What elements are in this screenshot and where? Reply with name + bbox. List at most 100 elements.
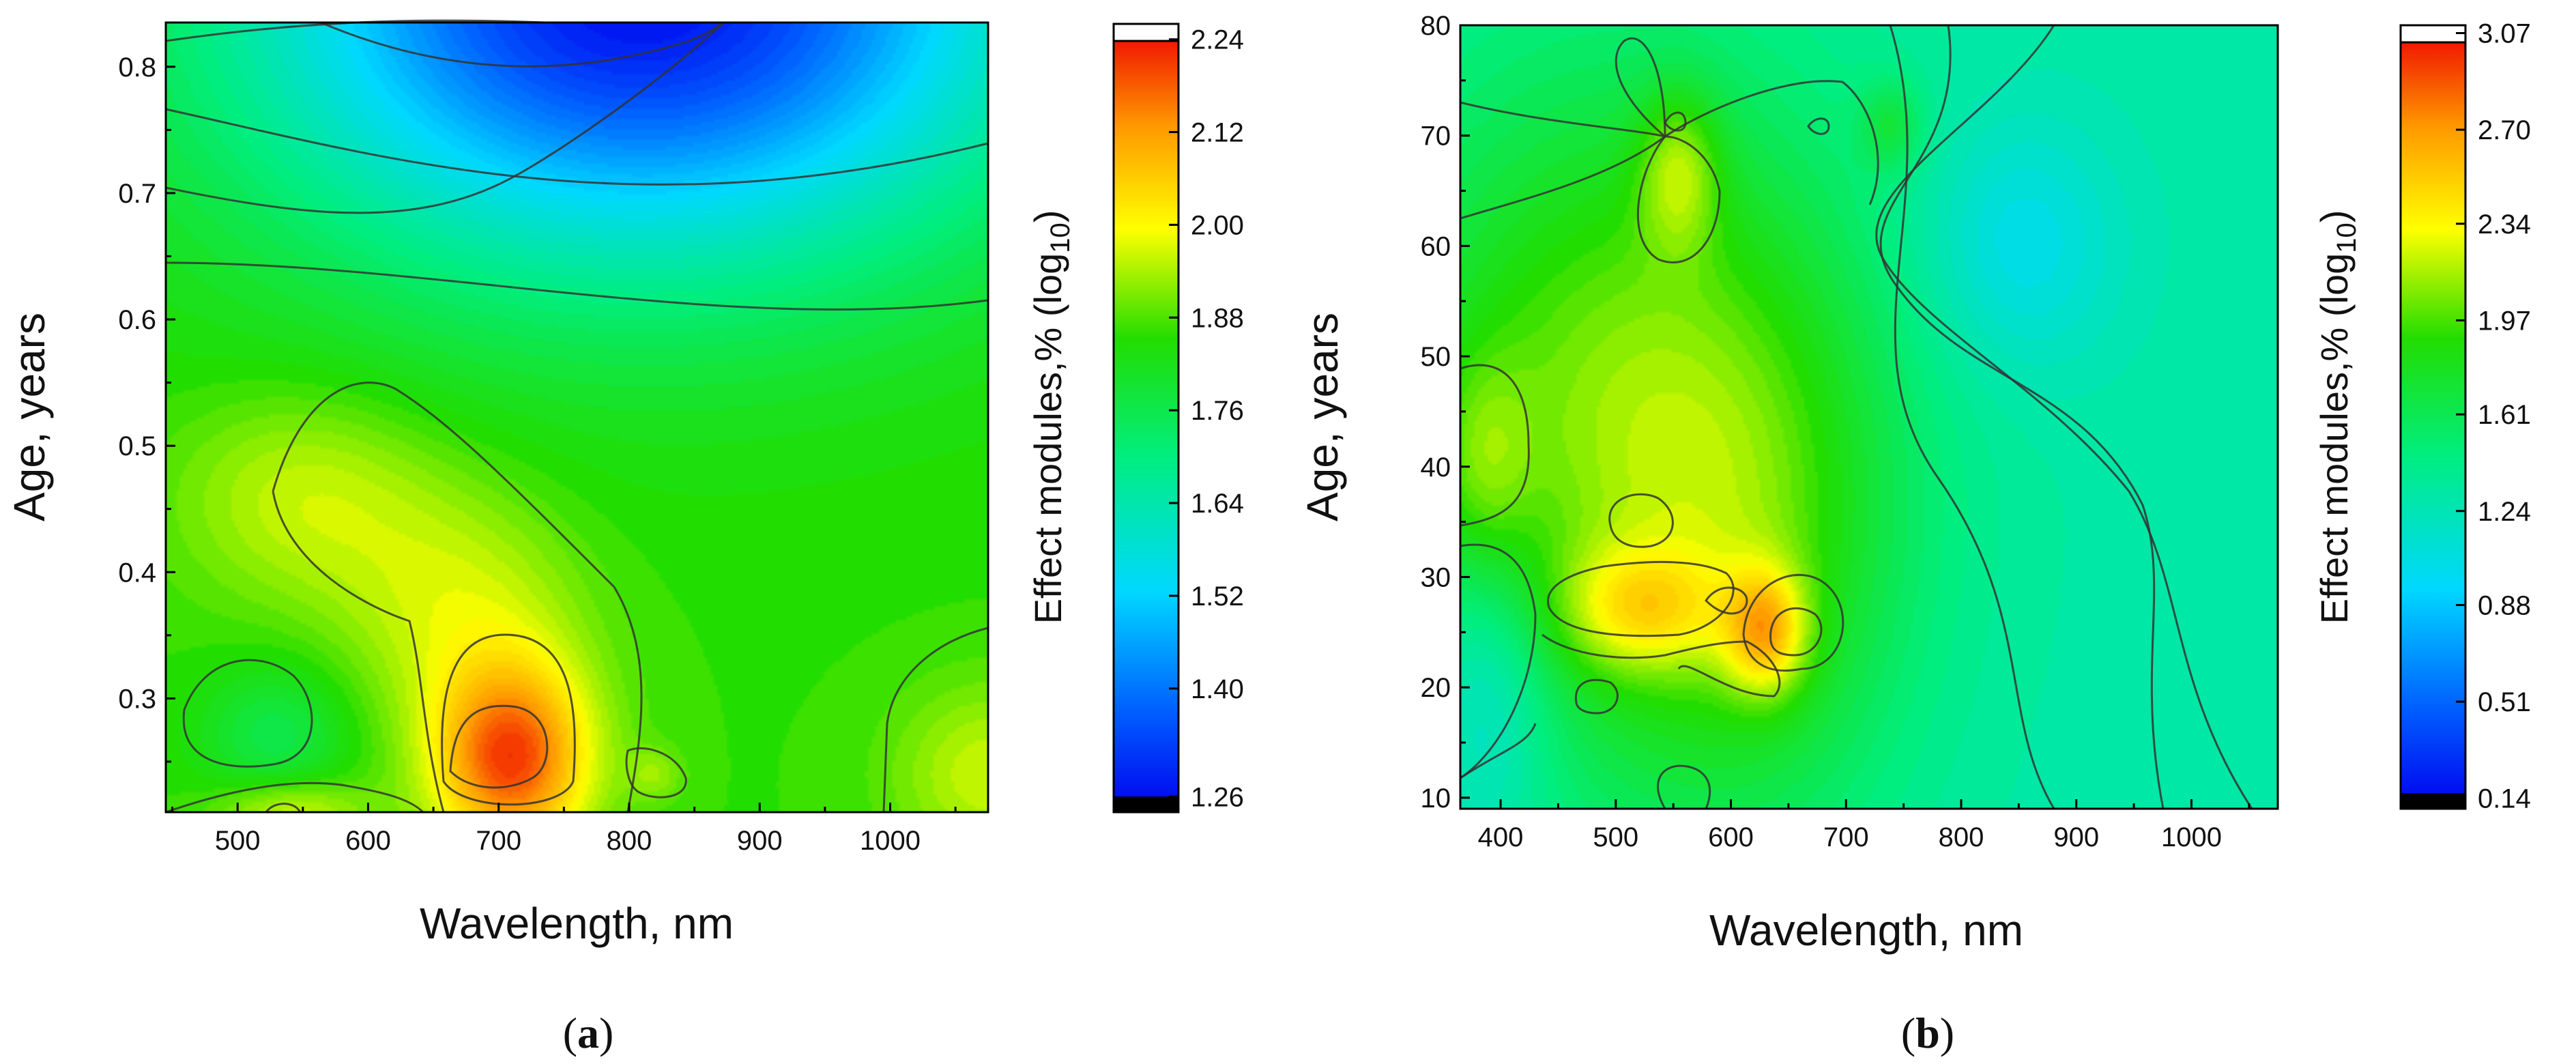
colorbar-tick-label: 3.07 — [2478, 18, 2531, 48]
heatmap-b — [1460, 25, 2278, 809]
colorbar-ticks-a: 1.26 1.40 1.52 1.64 1.76 1.88 2.00 2.12 2.24 — [1169, 25, 1244, 812]
contour-line — [449, 704, 549, 789]
contour-line — [1705, 586, 1748, 615]
y-tick-label: 20 — [1421, 673, 1451, 703]
x-axis-title-b: Wavelength, nm — [1709, 906, 2023, 955]
contour-line — [1542, 633, 1781, 698]
colorbar-tick-label: 2.24 — [1191, 25, 1244, 55]
colorbar-tick-label: 1.26 — [1191, 782, 1244, 812]
contour-line — [1615, 37, 1666, 138]
contour-line — [165, 781, 424, 814]
plot-frame-a — [164, 21, 989, 814]
contour-line — [1742, 574, 1844, 672]
colorbar-b: 0.14 0.51 0.88 1.24 1.61 1.97 2.34 2.70 3.07 — [2399, 18, 2531, 814]
x-tick-label: 500 — [1593, 822, 1638, 852]
colorbar-underflow-b — [2401, 793, 2465, 809]
x-axis-a: 500 600 700 800 900 1000 — [171, 803, 957, 856]
contour-line — [1574, 678, 1619, 715]
x-tick-label: 600 — [1708, 822, 1754, 852]
contour-lines-b — [1460, 25, 2253, 809]
colorbar-overflow-b — [2399, 24, 2467, 44]
y-tick-label: 80 — [1421, 11, 1451, 41]
colorbar-tick-label: 2.34 — [2478, 210, 2531, 240]
y-tick-label: 0.6 — [118, 305, 156, 335]
contour-line — [165, 261, 989, 311]
y-tick-label: 0.8 — [118, 53, 156, 83]
colorbar-tick-label: 1.40 — [1191, 674, 1244, 704]
contour-line — [1460, 80, 1879, 205]
contour-line — [1636, 135, 1721, 263]
y-tick-label: 40 — [1421, 452, 1451, 483]
colorbar-tick-label: 1.61 — [2478, 400, 2531, 430]
colorbar-tick-label: 1.76 — [1191, 396, 1244, 426]
colorbar-tick-label: 0.88 — [2478, 591, 2531, 621]
y-tick-label: 10 — [1421, 783, 1451, 814]
panel-b: 400 500 600 700 800 900 1000 1020304050607080 … — [1298, 11, 2531, 1057]
x-tick-label: 900 — [2053, 822, 2099, 852]
y-axis-title-a: Age, years — [5, 313, 54, 521]
panel-label-b: (b) — [1901, 1009, 1954, 1057]
y-tick-label: 0.5 — [118, 431, 156, 461]
x-tick-label: 400 — [1478, 822, 1524, 852]
colorbar-tick-label: 0.14 — [2478, 784, 2531, 814]
x-tick-label: 600 — [345, 826, 391, 856]
panel-a: 500 600 700 800 900 1000 0.3 0.4 0.5 0.6 0.7 0.8 W… — [5, 19, 1244, 1057]
y-tick-label: 0.7 — [118, 179, 156, 209]
colorbar-tick-label: 1.88 — [1191, 303, 1244, 333]
contour-line — [182, 659, 313, 768]
colorbar-tick-label: 0.51 — [2478, 687, 2531, 717]
panel-label-a: (a) — [563, 1009, 614, 1057]
y-tick-label: 70 — [1421, 121, 1451, 152]
x-tick-label: 500 — [215, 826, 261, 856]
contour-line — [1875, 25, 2253, 809]
colorbar-ticks-b: 0.14 0.51 0.88 1.24 1.61 1.97 2.34 2.70 3.07 — [2456, 18, 2531, 814]
contour-line — [1460, 135, 1666, 220]
contour-line — [1657, 764, 1711, 809]
contour-line — [265, 803, 302, 813]
colorbar-tick-label: 1.24 — [2478, 497, 2531, 527]
colorbar-title-b: Effect modules,% (log10) — [2313, 210, 2362, 624]
heatmap-a — [166, 23, 988, 812]
contour-line — [1460, 364, 1530, 527]
contour-line — [882, 627, 989, 813]
contour-line — [1608, 493, 1674, 548]
x-tick-label: 900 — [737, 826, 783, 856]
contour-line — [1664, 111, 1687, 132]
contour-line — [625, 747, 687, 799]
x-tick-label: 700 — [476, 826, 521, 856]
x-tick-label: 700 — [1823, 822, 1869, 852]
contour-line — [272, 491, 445, 813]
contour-line — [272, 382, 643, 813]
contour-line — [165, 108, 989, 186]
colorbar-underflow-a — [1114, 796, 1178, 812]
contour-line — [1769, 607, 1823, 657]
y-tick-label: 0.3 — [118, 684, 156, 714]
x-axis-title-a: Wavelength, nm — [420, 899, 734, 948]
colorbar-overflow-a — [1112, 23, 1180, 42]
contour-line — [1889, 25, 2055, 809]
y-tick-label: 30 — [1421, 562, 1451, 592]
y-tick-label: 50 — [1421, 342, 1451, 372]
contour-line — [441, 633, 576, 806]
y-axis-a: 0.3 0.4 0.5 0.6 0.7 0.8 — [118, 53, 175, 763]
y-tick-label: 0.4 — [118, 558, 156, 588]
plot-frame-b — [1459, 24, 2279, 810]
colorbar-tick-label: 2.00 — [1191, 210, 1244, 240]
y-axis-title-b: Age, years — [1298, 313, 1347, 521]
colorbar-gradient-b — [2399, 24, 2467, 810]
contour-line — [320, 21, 724, 68]
y-axis-b: 10 20 30 40 50 60 70 80 — [1421, 11, 1470, 814]
x-tick-label: 800 — [1939, 822, 1984, 852]
contour-line — [1807, 117, 1830, 135]
colorbar-tick-label: 2.12 — [1191, 118, 1244, 148]
colorbar-a: 1.26 1.40 1.52 1.64 1.76 1.88 2.00 2.12 2.24 — [1112, 23, 1244, 814]
contour-line — [1460, 543, 1537, 779]
colorbar-title-a: Effect modules,% (log10) — [1026, 210, 1075, 624]
x-axis-b: 400 500 600 700 800 900 1000 — [1478, 799, 2251, 852]
contour-line — [1460, 723, 1537, 779]
x-tick-label: 1000 — [860, 826, 921, 856]
colorbar-tick-label: 2.70 — [2478, 115, 2531, 145]
colorbar-gradient-a — [1112, 23, 1180, 814]
x-tick-label: 1000 — [2161, 822, 2222, 852]
